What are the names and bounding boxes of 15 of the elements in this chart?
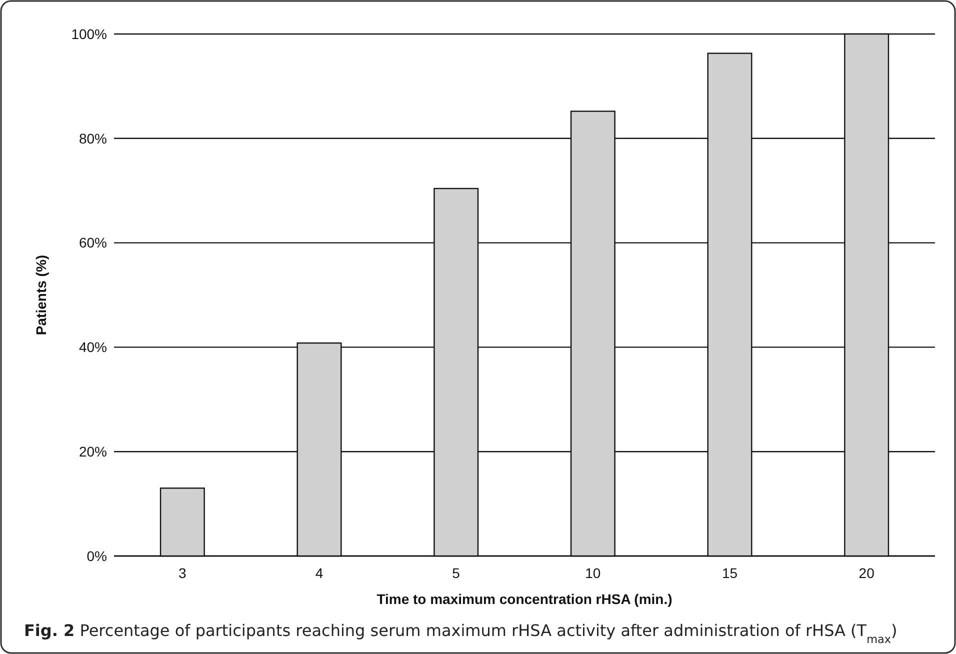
x-tick-label: 5 xyxy=(452,565,460,581)
x-axis-title: Time to maximum concentration rHSA (min.) xyxy=(376,591,672,607)
y-tick-label: 80% xyxy=(78,130,107,146)
y-tick-label: 60% xyxy=(78,234,107,251)
caption: Fig. 2 Percentage of participants reaching serum maximum rHSA activity after administration of rHSA (T$_{max}$) xyxy=(24,621,898,646)
x-tick-label: 10 xyxy=(585,565,601,581)
x-tick-label: 20 xyxy=(858,565,875,581)
y-tick-label: 0% xyxy=(86,548,107,564)
y-tick-label: 40% xyxy=(78,339,107,356)
x-tick-label: 15 xyxy=(722,565,738,581)
x-tick-label: 4 xyxy=(315,565,324,581)
x-tick-label: 3 xyxy=(178,565,187,581)
y-tick-label: 20% xyxy=(78,444,107,460)
y-axis-title: Patients (%) xyxy=(33,254,49,336)
y-tick-label: 100% xyxy=(71,26,107,42)
